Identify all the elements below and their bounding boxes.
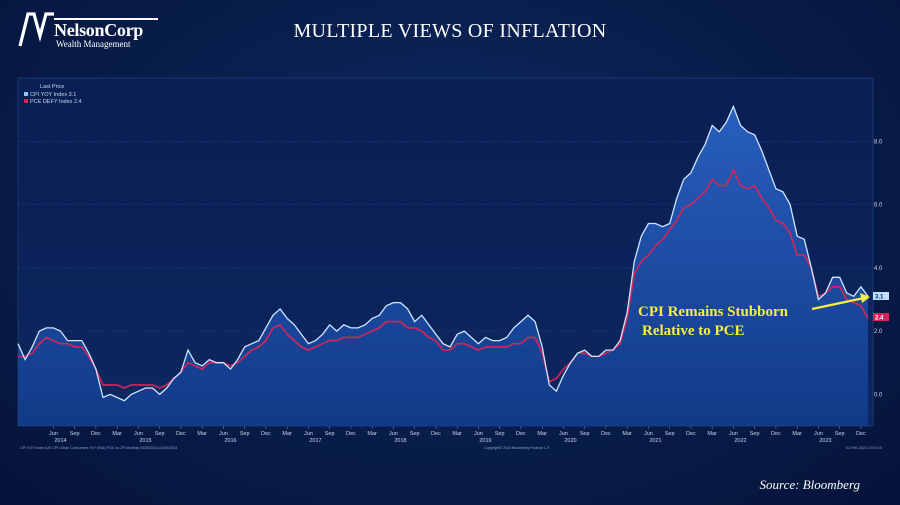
x-year-label: 2019 bbox=[479, 438, 491, 444]
annotation-arrowhead bbox=[860, 293, 870, 303]
x-month-label: Dec bbox=[686, 431, 696, 437]
legend-entry-cpi: CPI YOY Index 3.1 bbox=[30, 92, 76, 98]
x-month-label: Dec bbox=[261, 431, 271, 437]
x-month-label: Sep bbox=[665, 431, 675, 437]
x-month-label: Sep bbox=[155, 431, 165, 437]
legend-swatch-cpi bbox=[24, 92, 28, 96]
x-year-label: 2016 bbox=[224, 438, 236, 444]
x-month-label: Dec bbox=[176, 431, 186, 437]
logo-subtitle: Wealth Management bbox=[56, 39, 131, 49]
annotation-line1: CPI Remains Stubborn bbox=[638, 304, 789, 320]
last-price-tag-cpi: 3.1 bbox=[875, 295, 884, 301]
x-month-label: Dec bbox=[346, 431, 356, 437]
x-month-label: Dec bbox=[431, 431, 441, 437]
x-year-label: 2023 bbox=[819, 438, 831, 444]
last-price-tag-cpi-bg bbox=[873, 292, 889, 300]
nelsoncorp-logo-mark bbox=[18, 12, 54, 47]
x-month-label: Dec bbox=[601, 431, 611, 437]
x-month-label: Jun bbox=[134, 431, 143, 437]
x-month-label: Sep bbox=[70, 431, 80, 437]
annotation-arrow-line bbox=[811, 296, 865, 311]
x-month-label: Dec bbox=[771, 431, 781, 437]
last-price-tag-pce-bg bbox=[873, 313, 889, 321]
legend-title: Last Price bbox=[40, 84, 64, 90]
footnote-center: Copyright© 2024 Bloomberg Finance L.P. bbox=[484, 446, 550, 450]
source-note: Source: Bloomberg bbox=[759, 477, 860, 492]
y-tick-label: 4.0 bbox=[874, 266, 883, 272]
x-year-label: 2017 bbox=[309, 438, 321, 444]
x-month-label: Mar bbox=[367, 431, 377, 437]
legend: Last Price CPI YOY Index 3.1 PCE DEFY In… bbox=[24, 84, 82, 105]
last-price-tags: 3.1 2.4 bbox=[873, 292, 889, 322]
x-month-label: Mar bbox=[622, 431, 632, 437]
footnote-left: CPI YOY Index (US CPI Urban Consumers Yo… bbox=[20, 446, 177, 450]
x-year-label: 2015 bbox=[139, 438, 151, 444]
y-tick-label: 2.0 bbox=[874, 329, 883, 335]
x-month-label: Jun bbox=[49, 431, 58, 437]
company-logo: NelsonCorp Wealth Management bbox=[18, 12, 158, 50]
x-month-label: Sep bbox=[835, 431, 845, 437]
cpi-area-fill bbox=[18, 106, 868, 426]
legend-entry-pce: PCE DEFY Index 2.4 bbox=[30, 99, 82, 105]
y-axis-labels: 0.0 2.0 4.0 6.0 8.0 bbox=[874, 139, 883, 398]
x-month-label: Jun bbox=[219, 431, 228, 437]
x-year-label: 2021 bbox=[649, 438, 661, 444]
y-tick-label: 8.0 bbox=[874, 139, 883, 145]
x-month-label: Dec bbox=[516, 431, 526, 437]
x-month-label: Jun bbox=[644, 431, 653, 437]
x-month-label: Jun bbox=[729, 431, 738, 437]
x-month-label: Sep bbox=[495, 431, 505, 437]
x-month-label: Jun bbox=[559, 431, 568, 437]
chart-title: MULTIPLE VIEWS OF INFLATION bbox=[293, 20, 607, 42]
y-tick-label: 6.0 bbox=[874, 203, 883, 209]
x-month-label: Dec bbox=[91, 431, 101, 437]
logo-name: NelsonCorp bbox=[54, 20, 144, 40]
x-month-label: Mar bbox=[707, 431, 717, 437]
x-month-label: Jun bbox=[389, 431, 398, 437]
x-month-label: Dec bbox=[856, 431, 866, 437]
x-month-label: Mar bbox=[112, 431, 122, 437]
x-month-label: Mar bbox=[537, 431, 547, 437]
x-month-label: Mar bbox=[792, 431, 802, 437]
x-year-label: 2020 bbox=[564, 438, 576, 444]
x-month-label: Mar bbox=[452, 431, 462, 437]
x-month-label: Sep bbox=[240, 431, 250, 437]
annotation-line2: Relative to PCE bbox=[642, 323, 744, 339]
x-month-label: Sep bbox=[410, 431, 420, 437]
logo-bar bbox=[54, 18, 158, 20]
series-line-cpi bbox=[17, 104, 869, 402]
x-year-label: 2014 bbox=[54, 438, 66, 444]
x-year-label: 2022 bbox=[734, 438, 746, 444]
y-tick-label: 0.0 bbox=[874, 392, 883, 398]
x-month-label: Sep bbox=[580, 431, 590, 437]
legend-swatch-pce bbox=[24, 99, 28, 103]
x-month-label: Mar bbox=[282, 431, 292, 437]
x-year-label: 2018 bbox=[394, 438, 406, 444]
last-price-tag-pce: 2.4 bbox=[875, 316, 884, 322]
x-month-label: Mar bbox=[197, 431, 207, 437]
x-month-label: Jun bbox=[474, 431, 483, 437]
x-month-label: Jun bbox=[304, 431, 313, 437]
x-month-label: Sep bbox=[325, 431, 335, 437]
x-month-label: Sep bbox=[750, 431, 760, 437]
footnote-right: 01-Feb-2024 13:03:15 bbox=[846, 446, 882, 450]
x-axis-labels: Jun Sep Dec Mar Jun Sep Dec Mar Jun Sep Dec Mar Jun S… bbox=[49, 426, 866, 444]
annotation: CPI Remains Stubborn Relative to PCE bbox=[638, 293, 870, 339]
series-line-pce bbox=[18, 167, 869, 389]
x-month-label: Jun bbox=[814, 431, 823, 437]
